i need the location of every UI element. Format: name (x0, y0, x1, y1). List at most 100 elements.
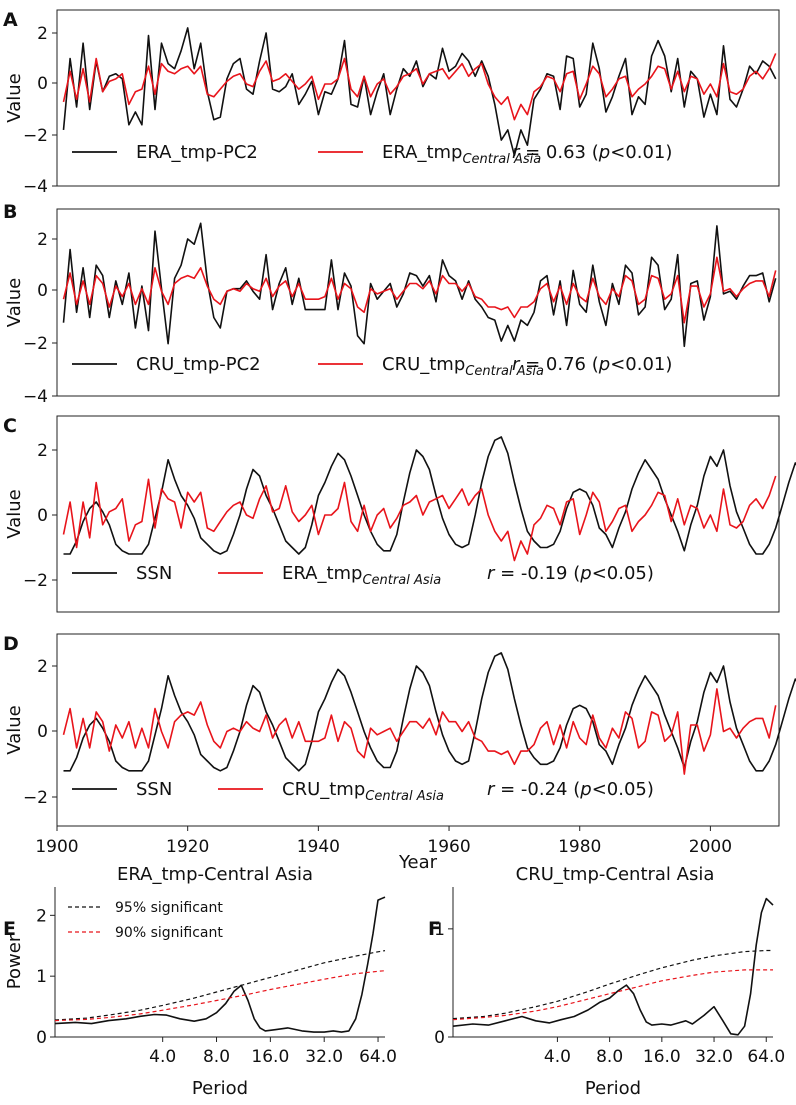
y-tick-label-e: 2 (36, 906, 47, 926)
x-tick-label-year: 1920 (166, 837, 209, 857)
significance-legend-label-0: 95% significant (115, 900, 223, 916)
y-tick-label-f: 0 (434, 1028, 445, 1048)
x-tick-label-f: 8.0 (596, 1047, 623, 1067)
significance-line-e-2 (54, 970, 386, 1022)
y-tick-label-b: 0 (37, 281, 48, 301)
y-axis-label-c: Value (4, 489, 25, 538)
correlation-annotation-b: r = 0.76 (p<0.01) (512, 354, 672, 375)
y-tick-label-b: −2 (23, 334, 48, 354)
plot-frame-b (56, 208, 780, 397)
r-value-d: = -0.24 ( (494, 779, 580, 800)
correlation-annotation-d: r = -0.24 (p<0.05) (487, 779, 654, 800)
y-tick-label-b: −4 (23, 387, 48, 407)
panel-label-a: A (3, 9, 18, 31)
x-tick-label-e: 32.0 (305, 1047, 343, 1067)
series-line-a-red (62, 53, 777, 121)
legend-label-d-0: SSN (136, 779, 172, 800)
correlation-annotation-c: r = -0.19 (p<0.05) (487, 563, 654, 584)
r-value-a: = 0.63 ( (519, 142, 598, 163)
p-value-d: <0.05) (592, 779, 654, 800)
legend-label-b-0: CRU_tmp-PC2 (136, 354, 261, 375)
plot-frame-d (56, 633, 780, 827)
series-line-c-red (62, 475, 777, 562)
x-tick-label-f: 64.0 (747, 1047, 785, 1067)
x-tick-label-year: 2000 (689, 837, 732, 857)
x-tick-label-year: 1980 (558, 837, 601, 857)
significance-line-f-2 (452, 969, 773, 1021)
significance-legend-label-1: 90% significant (115, 925, 223, 941)
y-tick-label-c: 0 (37, 506, 48, 526)
panel-label-f: F (428, 918, 441, 940)
significance-line-f-1 (452, 949, 773, 1020)
r-symbol-a: r (512, 142, 521, 163)
p-value-a: <0.01) (610, 142, 672, 163)
x-axis-label-f: Period (585, 1078, 641, 1099)
y-tick-label-a: 2 (37, 24, 48, 44)
y-tick-label-d: 0 (37, 722, 48, 742)
p-symbol-a: p (598, 142, 610, 163)
series-line-b-black (62, 222, 777, 348)
r-symbol-b: r (512, 354, 521, 375)
y-tick-label-d: −2 (23, 788, 48, 808)
y-tick-label-c: 2 (37, 441, 48, 461)
y-tick-label-c: −2 (23, 571, 48, 591)
p-symbol-b: p (598, 354, 610, 375)
legend-subscript-b: Central Asia (465, 364, 544, 379)
chart-title-e: ERA_tmp-Central Asia (117, 864, 313, 885)
r-value-b: = 0.76 ( (519, 354, 598, 375)
legend-subscript-d: Central Asia (365, 789, 444, 804)
r-symbol-c: r (487, 563, 496, 584)
y-tick-label-e: 1 (36, 967, 47, 987)
y-axis-label-b: Value (4, 278, 25, 327)
power-spectrum-line-e (54, 896, 386, 1033)
y-axis-label-e: Power (4, 934, 25, 989)
panel-label-e: E (3, 918, 16, 940)
r-value-c: = -0.19 ( (494, 563, 580, 584)
x-tick-label-e: 8.0 (203, 1047, 230, 1067)
x-tick-label-f: 4.0 (544, 1047, 571, 1067)
p-symbol-c: p (579, 563, 591, 584)
series-line-c-black (63, 436, 796, 555)
x-tick-label-e: 4.0 (149, 1047, 176, 1067)
x-tick-label-e: 64.0 (359, 1047, 397, 1067)
y-tick-label-d: 2 (37, 657, 48, 677)
legend-label-a-0: ERA_tmp-PC2 (136, 142, 258, 163)
y-axis-label-a: Value (4, 73, 25, 122)
y-tick-label-b: 2 (37, 230, 48, 250)
x-tick-label-f: 16.0 (643, 1047, 681, 1067)
y-tick-label-a: −4 (23, 177, 48, 197)
x-tick-label-year: 1940 (297, 837, 340, 857)
x-axis-label-e: Period (192, 1078, 248, 1099)
y-tick-label-f: 1 (434, 920, 445, 940)
legend-subscript-c: Central Asia (362, 573, 441, 588)
y-tick-label-a: 0 (37, 74, 48, 94)
legend-label-c-1: ERA_tmpCentral Asia (282, 563, 441, 588)
y-axis-label-d: Value (4, 705, 25, 754)
y-tick-label-e: 0 (36, 1028, 47, 1048)
significance-line-e-1 (54, 950, 386, 1021)
series-line-b-red (62, 256, 777, 324)
x-tick-label-year: 1960 (427, 837, 470, 857)
panel-label-d: D (3, 633, 19, 655)
legend-label-d-1: CRU_tmpCentral Asia (282, 779, 444, 804)
p-value-c: <0.05) (592, 563, 654, 584)
legend-subscript-a: Central Asia (462, 152, 541, 167)
legend-label-c-0: SSN (136, 563, 172, 584)
correlation-annotation-a: r = 0.63 (p<0.01) (512, 142, 672, 163)
panel-label-c: C (3, 415, 17, 437)
y-tick-label-a: −2 (23, 126, 48, 146)
chart-title-f: CRU_tmp-Central Asia (516, 864, 715, 885)
series-line-d-red (62, 688, 777, 775)
x-tick-label-f: 32.0 (695, 1047, 733, 1067)
p-symbol-d: p (579, 779, 591, 800)
x-tick-label-year: 1900 (35, 837, 78, 857)
x-axis-label-year: Year (398, 852, 438, 873)
x-tick-label-e: 16.0 (251, 1047, 289, 1067)
power-spectrum-line-f (452, 897, 774, 1036)
plot-frame-a (56, 9, 780, 187)
series-line-a-black (62, 27, 777, 157)
r-symbol-d: r (487, 779, 496, 800)
panel-label-b: B (3, 201, 17, 223)
series-line-d-black (63, 652, 796, 772)
